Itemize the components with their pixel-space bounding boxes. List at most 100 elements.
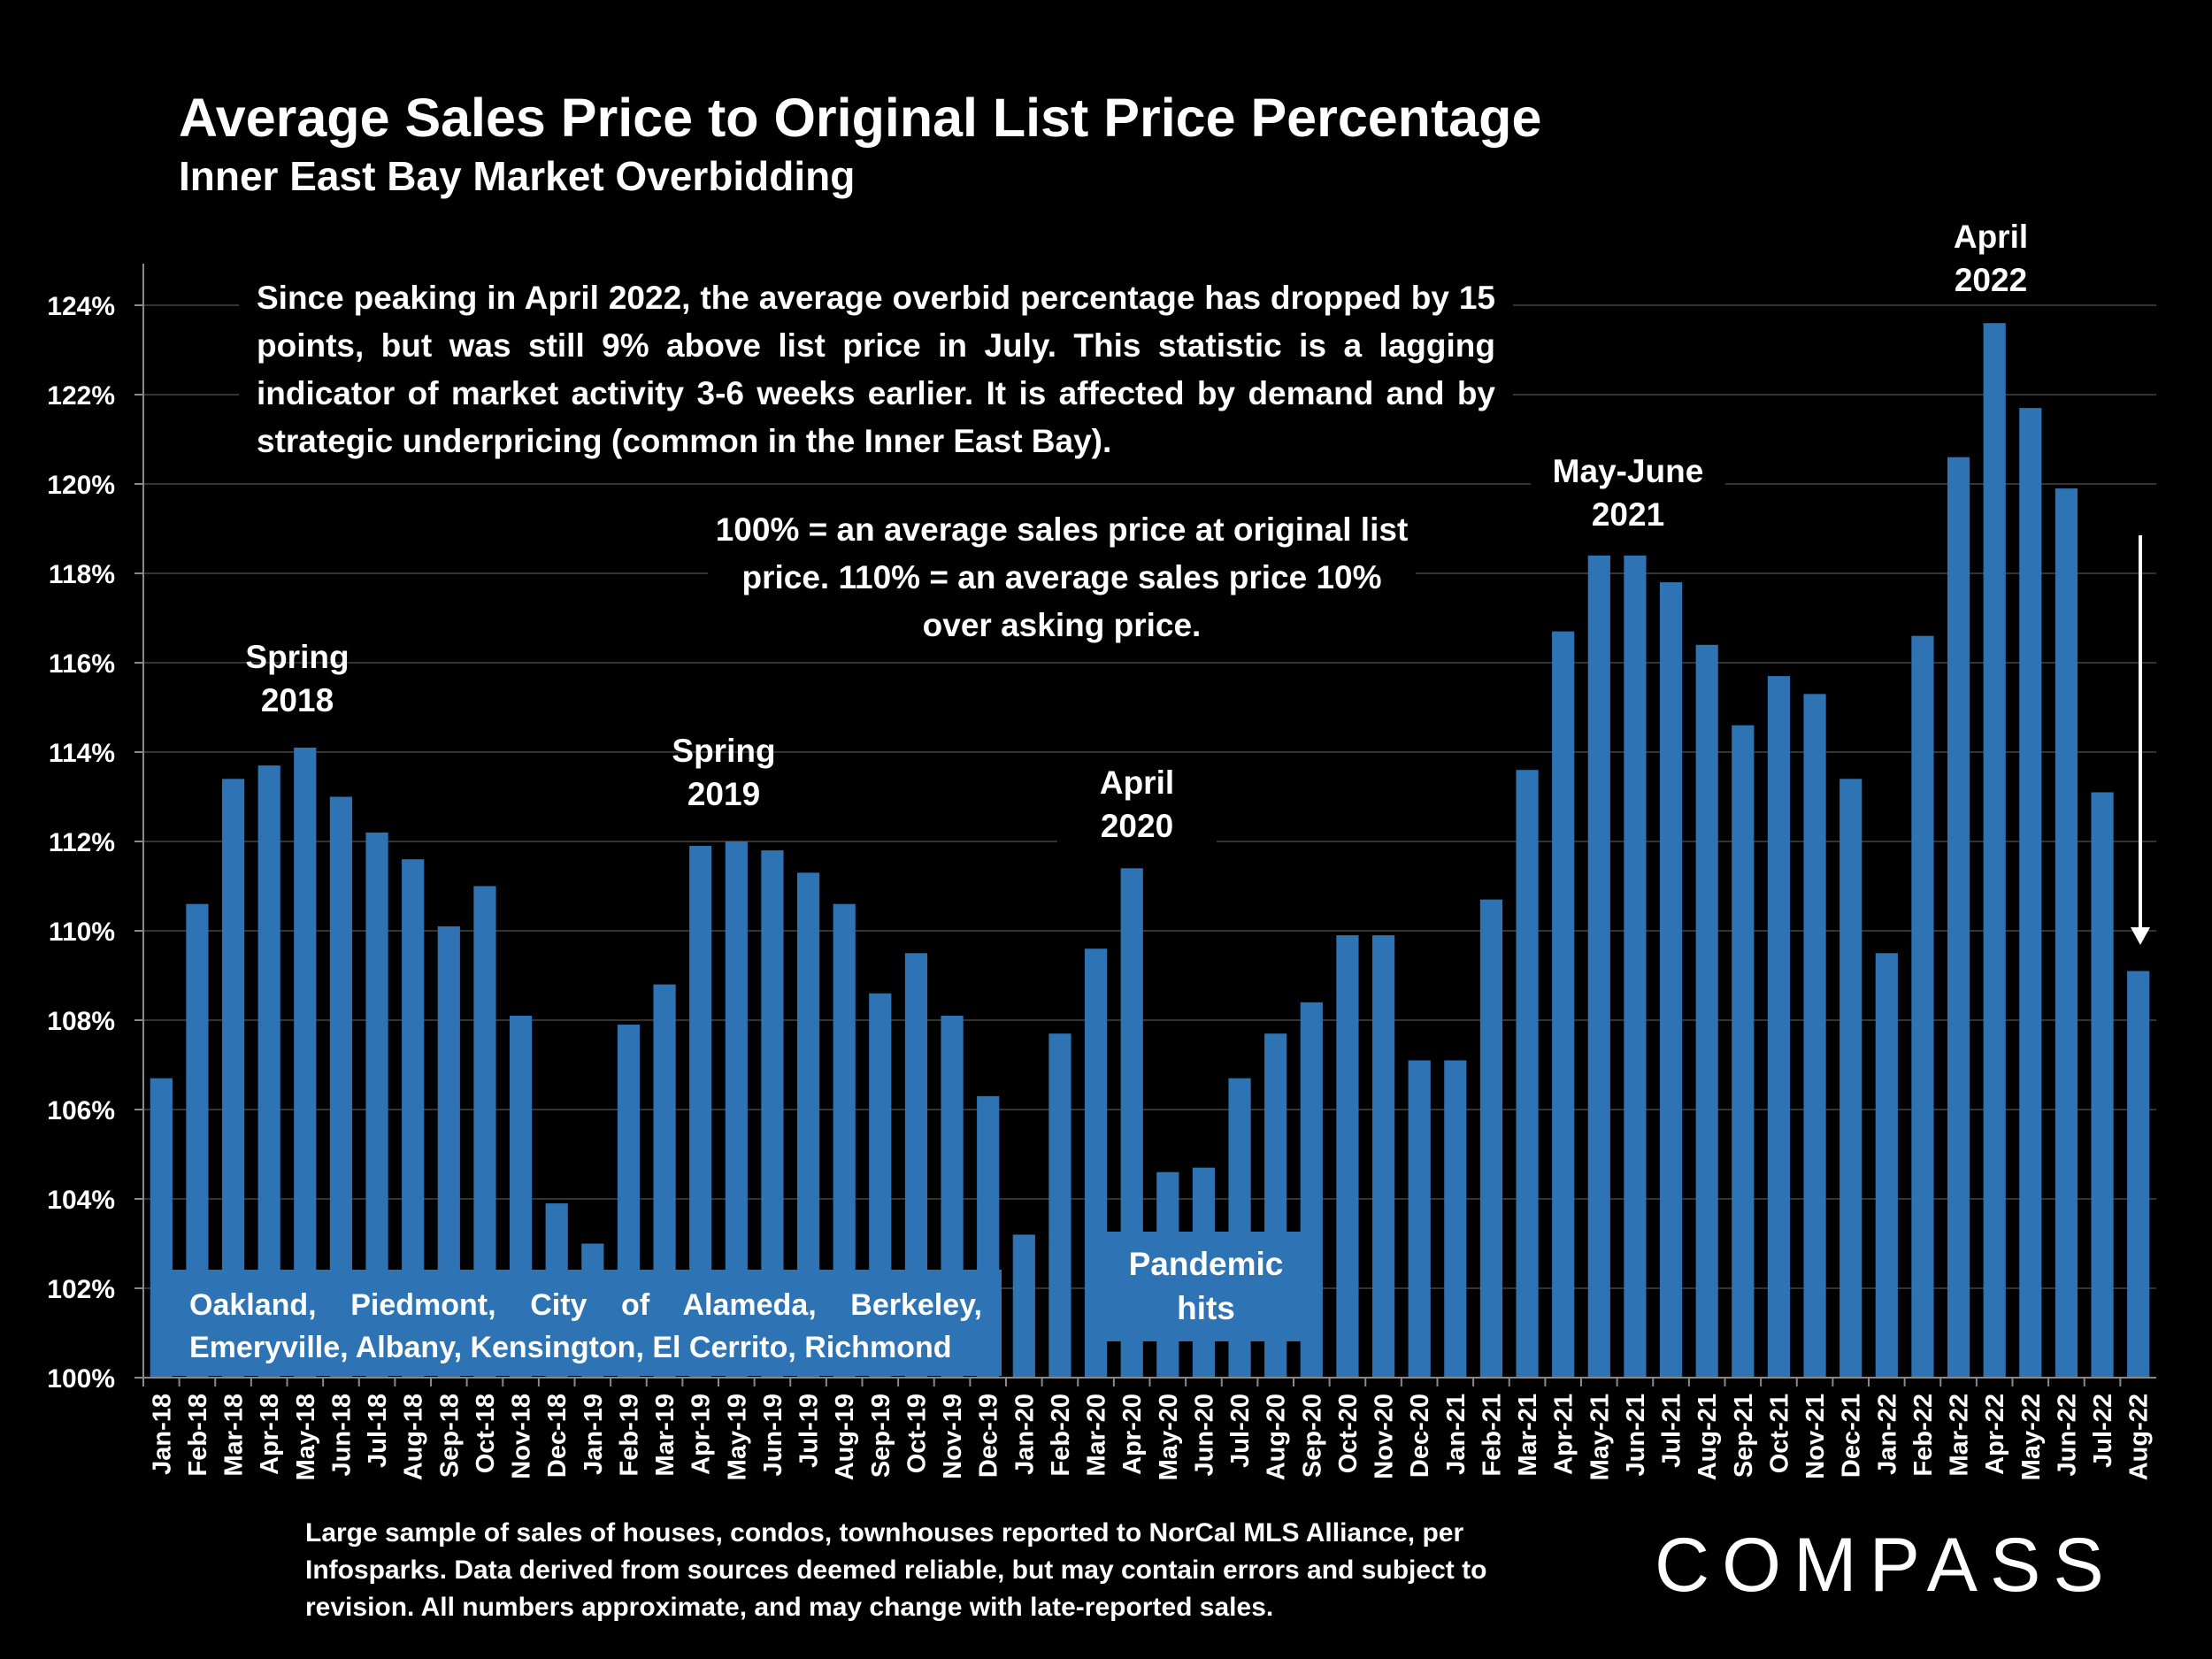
x-tick-label: May-21 (1586, 1394, 1614, 1480)
x-tick-label: Mar-22 (1946, 1394, 1974, 1477)
x-tick-label: Jun-20 (1190, 1394, 1218, 1476)
x-tick-label: Jun-22 (2053, 1394, 2081, 1476)
x-tick-label: Feb-19 (615, 1394, 643, 1476)
x-tick-label: Feb-20 (1047, 1394, 1075, 1476)
annotation-april-2020: April 2020 (1057, 761, 1217, 848)
bar-aug-22 (2127, 971, 2150, 1378)
bar-apr-21 (1552, 631, 1575, 1378)
y-tick-label: 114% (49, 739, 115, 768)
y-tick-label: 100% (47, 1364, 115, 1394)
x-tick-label: Oct-20 (1334, 1394, 1363, 1473)
x-tick-label: Apr-22 (1981, 1394, 2009, 1475)
x-tick-label: May-20 (1155, 1394, 1183, 1480)
annotation-spring-2019: Spring 2019 (672, 733, 776, 812)
bar-oct-21 (1767, 676, 1791, 1378)
y-tick-label: 122% (47, 381, 115, 411)
x-tick-label: Nov-21 (1801, 1394, 1830, 1479)
x-tick-label: Feb-18 (184, 1394, 212, 1476)
y-tick-label: 118% (49, 560, 115, 589)
y-tick-label: 116% (49, 649, 115, 679)
annotation-april-2022: April 2022 (1920, 215, 2062, 302)
bar-dec-20 (1408, 1060, 1431, 1378)
x-tick-label: Jul-21 (1658, 1394, 1686, 1468)
x-tick-label: Apr-20 (1118, 1394, 1147, 1475)
main-note: Since peaking in April 2022, the average… (239, 274, 1513, 465)
bar-jul-22 (2091, 792, 2114, 1378)
x-tick-label: Apr-19 (687, 1394, 716, 1475)
y-tick-label: 106% (47, 1096, 115, 1125)
x-tick-label: Jan-20 (1010, 1394, 1039, 1475)
x-tick-label: Aug-21 (1694, 1394, 1722, 1480)
x-tick-label: Mar-19 (651, 1394, 680, 1477)
x-tick-label: Jun-21 (1622, 1394, 1650, 1476)
x-tick-label: Jun-19 (759, 1394, 787, 1476)
bar-jan-21 (1444, 1060, 1467, 1378)
trend-arrow (2131, 535, 2150, 945)
y-tick-label: 110% (49, 918, 115, 947)
bar-jan-20 (1012, 1234, 1035, 1378)
x-tick-label: Feb-22 (1909, 1394, 1938, 1476)
x-tick-label: May-22 (2017, 1394, 2046, 1480)
footer-source-note: Large sample of sales of houses, condos,… (305, 1518, 1487, 1622)
bar-mar-22 (1947, 457, 1970, 1379)
bar-feb-22 (1911, 635, 1934, 1378)
annotation-spring-2018: Spring 2018 (245, 639, 349, 718)
x-tick-label: Nov-20 (1371, 1394, 1399, 1479)
y-tick-label: 102% (47, 1275, 115, 1304)
y-tick-label: 112% (49, 828, 115, 857)
x-tick-label: Dec-18 (543, 1394, 572, 1478)
x-tick-label: Oct-19 (902, 1394, 931, 1473)
compass-logo: COMPASS (1655, 1523, 2116, 1608)
x-tick-label: Mar-18 (220, 1394, 249, 1477)
x-tick-label: Jul-20 (1226, 1394, 1255, 1468)
bar-mar-21 (1516, 770, 1539, 1378)
x-tick-label: Jul-19 (795, 1394, 824, 1468)
x-tick-label: Mar-20 (1083, 1394, 1111, 1477)
x-tick-label: Dec-20 (1406, 1394, 1434, 1478)
bar-jan-18 (150, 1078, 173, 1378)
x-tick-label: Mar-21 (1514, 1394, 1542, 1477)
bar-aug-21 (1695, 644, 1718, 1378)
y-tick-label: 104% (47, 1186, 115, 1215)
x-tick-label: Apr-21 (1550, 1394, 1578, 1475)
x-tick-label: Dec-19 (975, 1394, 1003, 1478)
region-cities-box: Oakland, Piedmont, City of Alameda, Berk… (170, 1270, 1002, 1376)
x-tick-label: Aug-19 (831, 1394, 859, 1480)
x-tick-label: Dec-21 (1838, 1394, 1866, 1478)
x-tick-label: Jan-18 (148, 1394, 176, 1475)
x-tick-label: Jul-18 (364, 1394, 392, 1468)
bar-may-22 (2019, 408, 2042, 1378)
y-tick-label: 124% (47, 292, 115, 321)
pandemic-label: Pandemic hits (1128, 1246, 1284, 1326)
y-tick-label: 108% (47, 1007, 115, 1036)
x-tick-label: Aug-18 (400, 1394, 428, 1480)
bar-dec-21 (1839, 779, 1863, 1378)
x-tick-label: Nov-19 (939, 1394, 967, 1479)
bar-jun-21 (1624, 555, 1647, 1378)
x-tick-label: Apr-18 (256, 1394, 284, 1475)
bar-nov-20 (1371, 935, 1395, 1378)
bar-jan-22 (1875, 953, 1898, 1378)
x-tick-label: Oct-18 (472, 1394, 500, 1473)
bar-oct-20 (1336, 935, 1359, 1378)
x-tick-label: Nov-18 (508, 1394, 536, 1479)
x-tick-label: Feb-21 (1478, 1394, 1506, 1476)
x-tick-label: Sep-20 (1298, 1394, 1326, 1478)
x-tick-label: Aug-22 (2125, 1394, 2154, 1480)
x-axis-ticks: Jan-18 Feb-18 Mar-18 Apr-18 May-18 Jun-18 Jul-… (142, 1378, 2154, 1480)
x-tick-label: Sep-21 (1730, 1394, 1758, 1478)
x-tick-label: Jan-19 (580, 1394, 608, 1475)
y-tick-label: 120% (47, 471, 115, 500)
bar-jun-22 (2055, 488, 2078, 1378)
bars (150, 323, 2150, 1379)
bar-may-21 (1587, 555, 1610, 1378)
x-tick-label: May-19 (723, 1394, 751, 1480)
bar-sep-21 (1732, 725, 1755, 1378)
bar-apr-22 (1983, 323, 2006, 1379)
x-tick-label: Aug-20 (1263, 1394, 1291, 1480)
x-tick-label: Jan-22 (1873, 1394, 1901, 1475)
bar-feb-20 (1048, 1033, 1071, 1378)
y-axis-ticks: 100% 102% 104% 106% 108% 110% 112% 114% 116% 118%… (47, 292, 143, 1394)
x-tick-label: Jan-21 (1442, 1394, 1471, 1475)
